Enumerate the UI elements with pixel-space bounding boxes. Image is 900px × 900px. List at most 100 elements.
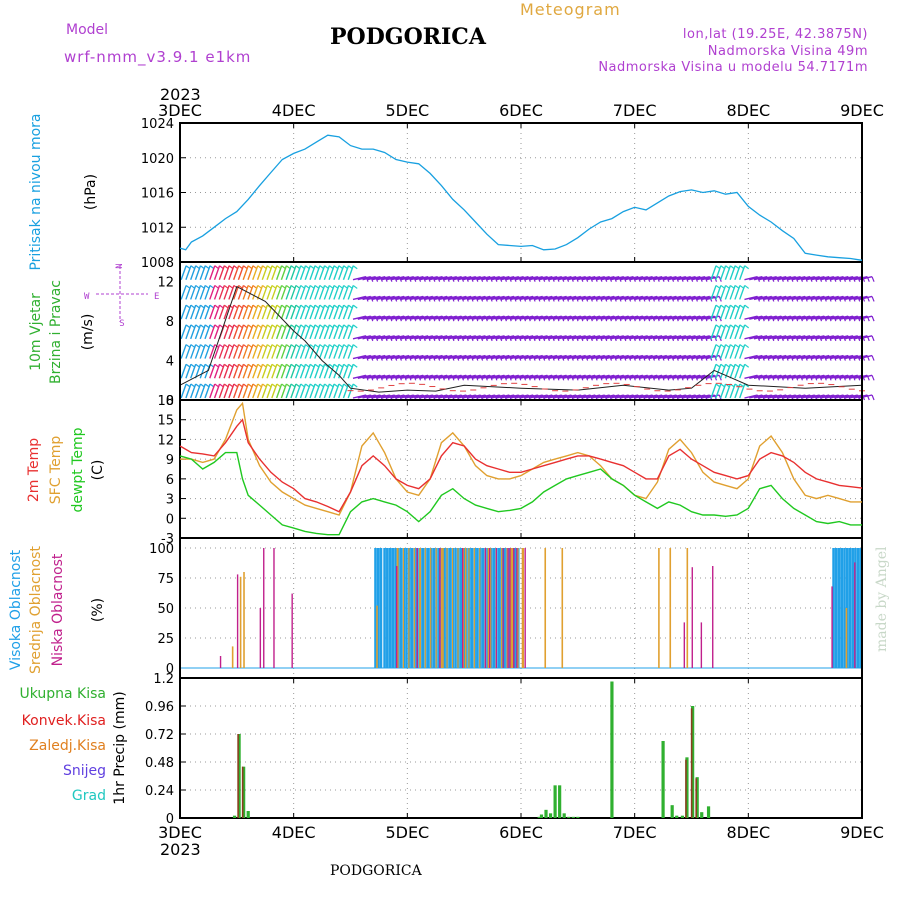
wind-barb [271,265,278,280]
wind-barb [256,304,264,320]
wind-barb [496,295,510,301]
wind-barb [648,374,663,379]
wind-barb [223,324,230,340]
wind-unit: (m/s) [80,314,96,351]
wind-barb [256,265,264,280]
model-name: wrf-nmm_v3.9.1 e1km [64,48,251,67]
wind-barb [691,276,706,281]
wind-barb [801,276,815,281]
wind-barb [429,374,443,379]
wind-barb [180,364,187,379]
wind-barb [830,354,844,360]
wind-barb [391,335,405,340]
wind-barb [763,276,777,281]
y-tick-label: 12 [157,433,174,448]
wind-barb [787,276,801,281]
wind-barb [615,374,629,379]
wind-barb [204,304,211,320]
wind-barb [572,276,586,281]
wind-barb [777,276,792,281]
wind-barb [825,374,839,379]
wind-barb [242,304,249,320]
wind-barb [424,335,438,340]
wind-barb [534,315,548,320]
wind-barb [639,276,653,281]
wind-barb [476,315,491,320]
wind-barb [677,374,691,379]
wind-barb [309,383,316,399]
wind-barb [314,324,321,340]
wind-barb [687,354,701,360]
wind-barb [261,324,268,340]
wind-barb [209,324,216,340]
wind-barb [357,374,371,379]
precip-conv-bar [690,708,693,818]
wind-barb [719,324,727,340]
wind-barb [391,315,405,320]
wind-barb [624,335,639,340]
wind-barb [519,335,534,340]
wind-barb [710,285,717,300]
wind-barb [476,335,491,340]
wind-barb-flag [871,276,875,282]
model-elevation-text: Nadmorska Visina u modelu 54.7171m [598,60,868,75]
wind-barb [304,344,311,359]
wind-barb [543,335,558,340]
wind-barb [400,374,414,379]
wind-barb [672,354,687,360]
wind-barb [543,315,558,320]
wind-barb [524,374,539,379]
wind-panel: 0 4 8 12 10m Vjetar Brzina i Pravac (m/s) [28,261,875,409]
wind-barb [558,315,572,320]
wind-barb [548,374,562,379]
wind-barb [357,335,371,340]
wind-barb [629,315,644,320]
wind-barb [476,354,491,360]
wind-barb [376,276,391,281]
wind-barb [242,383,249,399]
wind-barb [811,295,825,301]
wind-barb [280,285,288,300]
wind-barb [815,354,830,360]
wind-barb [667,276,682,281]
wind-barb [352,374,367,379]
wind-barb [787,315,801,320]
wind-barb [371,295,386,301]
wind-barb [715,285,722,300]
precip-total-bar [558,785,562,818]
wind-barb [295,344,302,359]
wind-barb [710,344,717,359]
wind-barb [644,335,658,340]
wind-barb [734,285,741,300]
wind-barb [367,354,381,360]
wind-barb [715,304,722,320]
wind-barb [247,344,254,359]
wind-barb [467,335,481,340]
wind-barb [285,364,292,379]
wind-barb [648,276,663,281]
wind-barb [796,295,811,301]
wind-barb [414,335,429,340]
wind-barb [467,315,481,320]
wind-barb [443,394,457,399]
wind-barb [562,276,577,281]
wind-barb [204,265,211,280]
wind-barb [624,374,639,379]
precip-total-bar [562,813,566,818]
wind-barb [734,265,741,280]
wind-barb [830,295,844,301]
wind-barb [729,324,736,340]
wind-barb [371,354,386,360]
wind-barb [696,276,710,281]
wind-barb [362,335,376,340]
wind-barb [792,374,806,379]
wind-barb [400,394,414,399]
y-tick-label: 1016 [141,187,174,202]
wind-barb [825,295,839,301]
wind-barb [309,304,316,320]
wind-barb [381,374,395,379]
wind-barb [629,276,644,281]
wind-barb [610,374,624,379]
wind-barb [562,374,577,379]
wind-barb [715,265,722,280]
